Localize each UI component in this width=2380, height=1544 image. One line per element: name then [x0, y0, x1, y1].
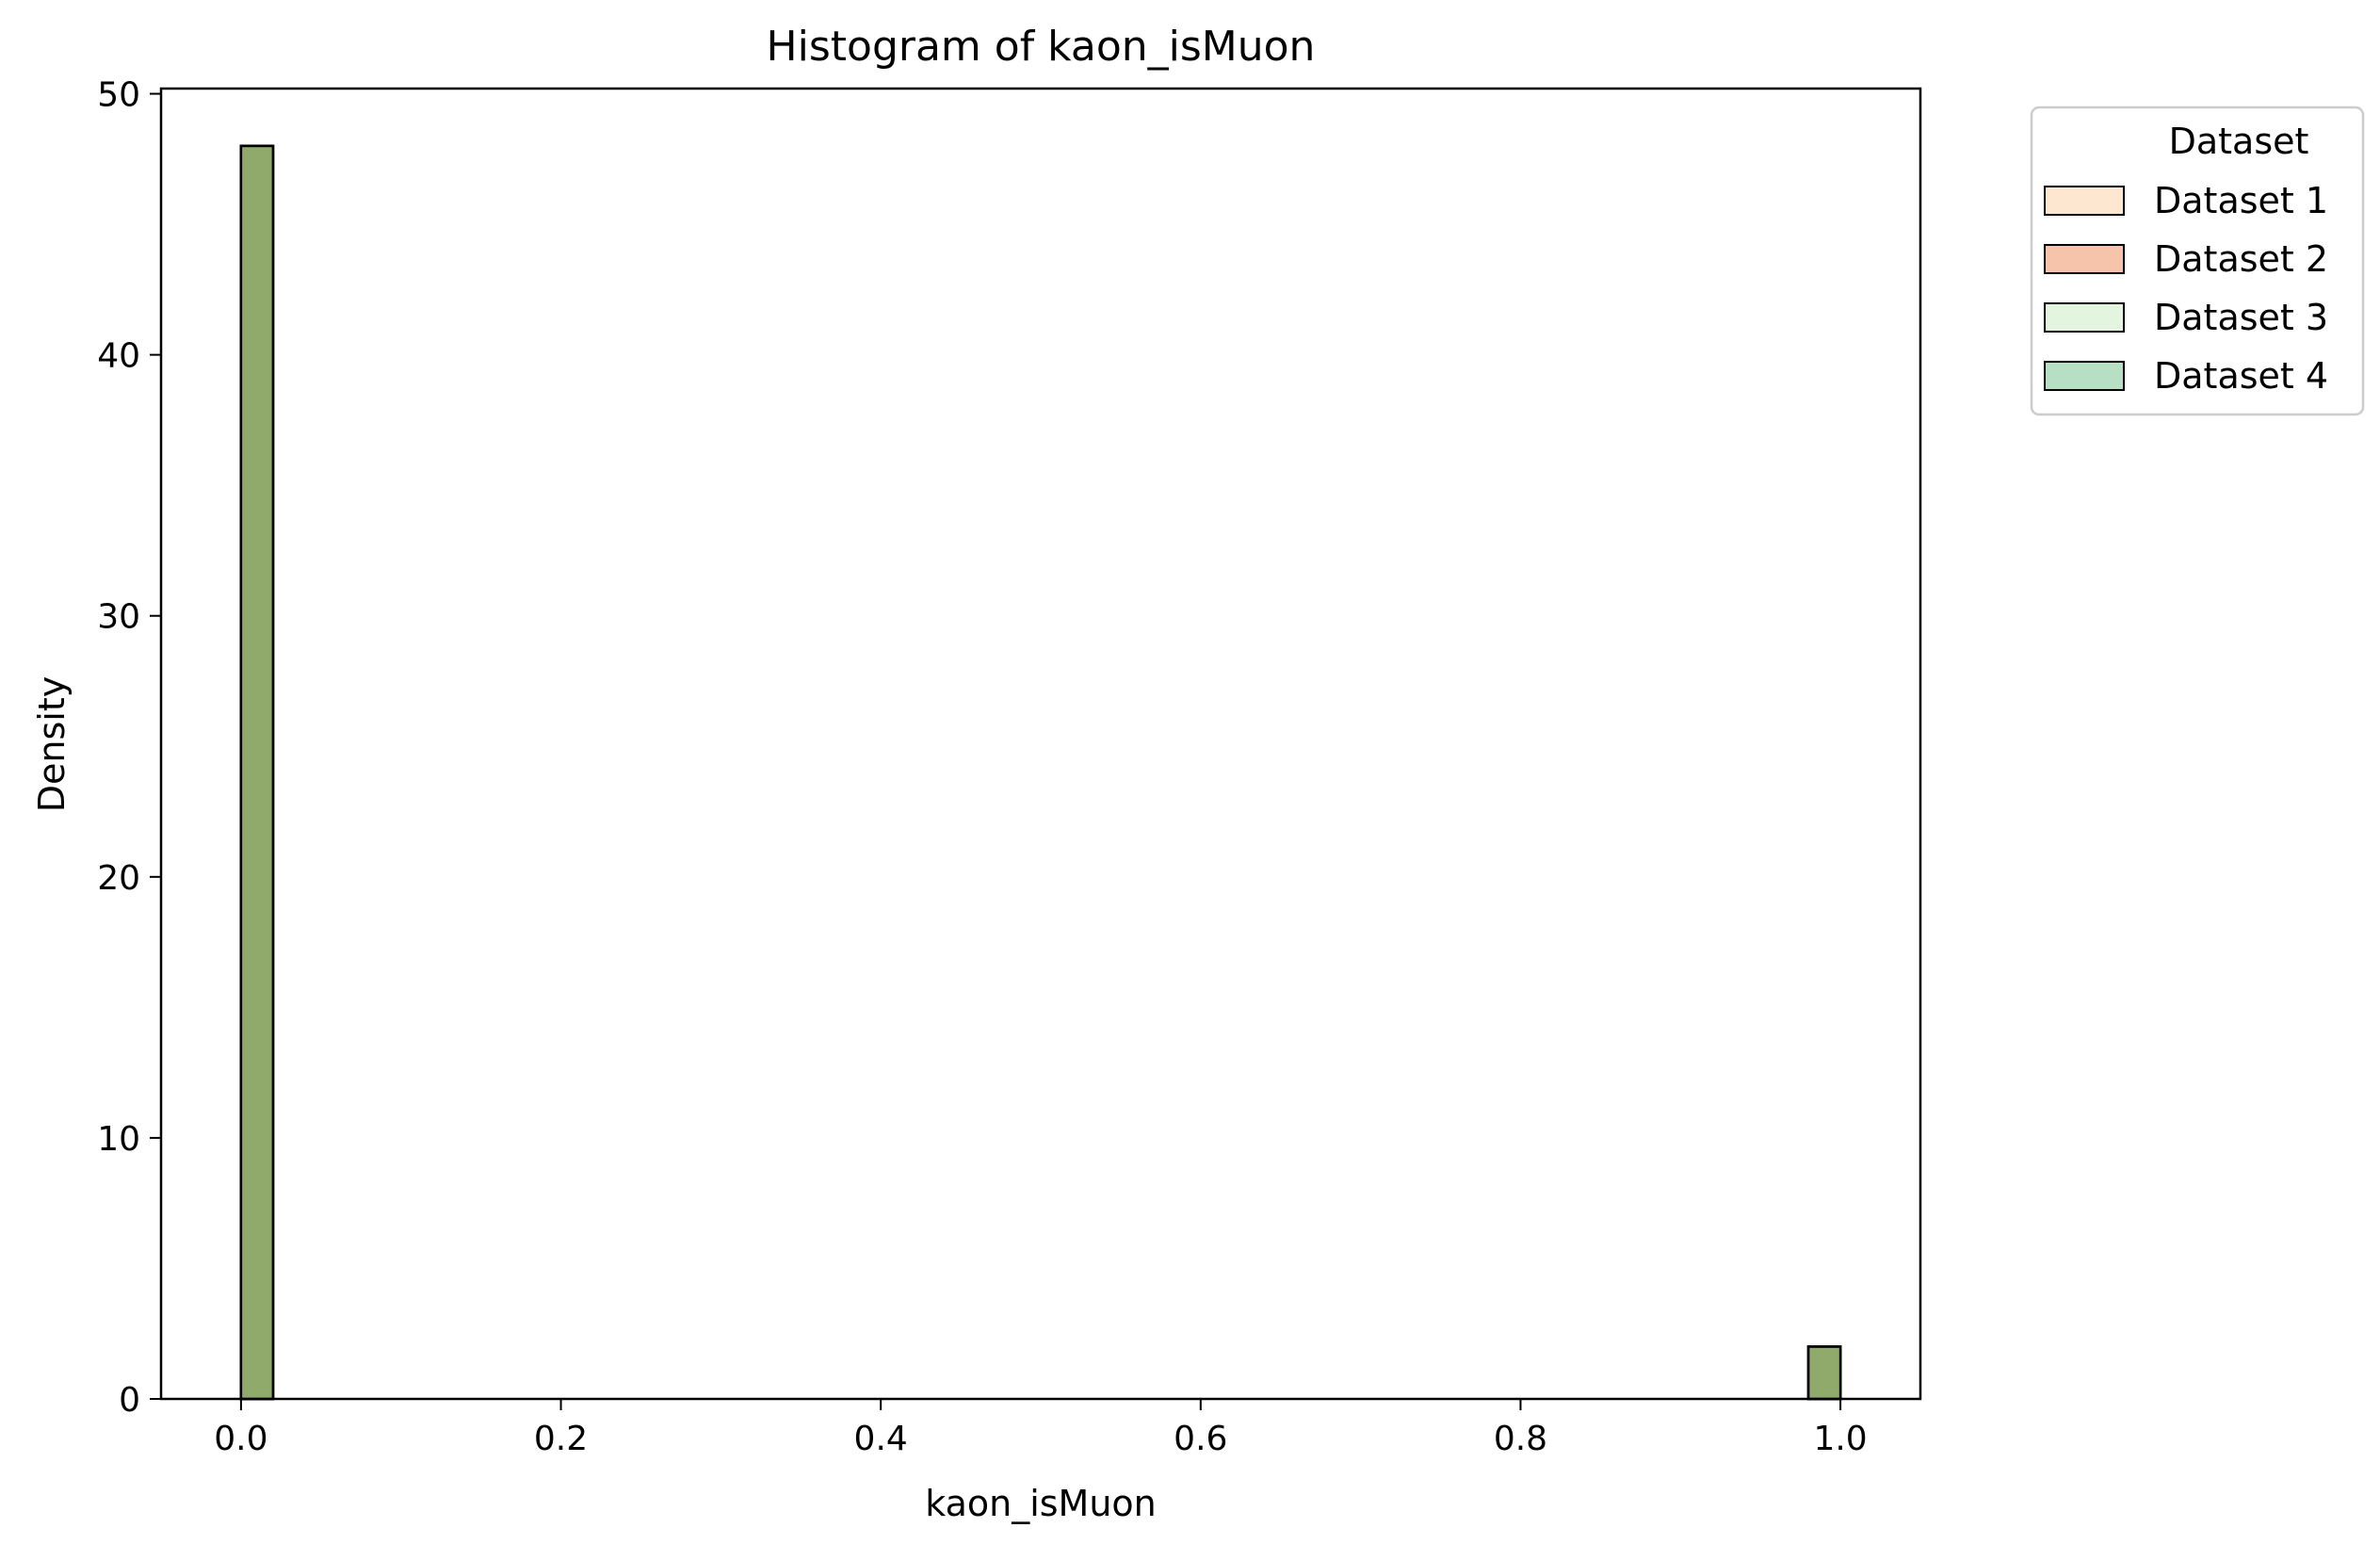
x-axis-ticks: 0.0 0.2 0.4 0.6 0.8 1.0 — [214, 1399, 1868, 1458]
y-tick-label: 20 — [97, 859, 140, 898]
legend-title: Dataset — [2169, 121, 2309, 162]
legend-swatch — [2044, 186, 2125, 216]
y-tick-label: 40 — [97, 337, 140, 376]
x-tick-label: 0.8 — [1494, 1420, 1547, 1458]
x-tick-label: 1.0 — [1813, 1420, 1867, 1458]
y-tick-label: 30 — [97, 598, 140, 637]
legend-label: Dataset 4 — [2154, 355, 2328, 397]
histogram-bar-composite — [239, 144, 275, 1401]
legend-label: Dataset 2 — [2154, 238, 2328, 280]
plot-area: 0.0 0.2 0.4 0.6 0.8 1.0 0 10 20 30 40 50 — [97, 76, 1922, 1458]
y-tick-label: 50 — [97, 76, 140, 115]
x-tick-label: 0.2 — [534, 1420, 588, 1458]
x-tick-label: 0.4 — [854, 1420, 908, 1458]
y-tick-label: 10 — [97, 1120, 140, 1159]
legend-swatch — [2044, 302, 2125, 333]
x-tick-label: 0.6 — [1174, 1420, 1227, 1458]
legend-label: Dataset 3 — [2154, 297, 2328, 338]
legend-label: Dataset 1 — [2154, 180, 2328, 221]
y-tick-label: 0 — [119, 1381, 140, 1420]
legend-swatch — [2044, 244, 2125, 274]
legend-frame — [2030, 106, 2365, 416]
histogram-bar-composite — [1806, 1345, 1842, 1401]
chart-title: Histogram of kaon_isMuon — [767, 23, 1316, 71]
legend-swatch — [2044, 361, 2125, 391]
x-tick-label: 0.0 — [214, 1420, 267, 1458]
y-axis-ticks: 0 10 20 30 40 50 — [97, 76, 161, 1420]
y-axis-label: Density — [31, 676, 73, 812]
x-axis-label: kaon_isMuon — [925, 1483, 1157, 1524]
legend-entries: Dataset 1 Dataset 2 Dataset 3 Dataset 4 — [2044, 180, 2328, 397]
axes-frame — [159, 87, 1922, 1401]
